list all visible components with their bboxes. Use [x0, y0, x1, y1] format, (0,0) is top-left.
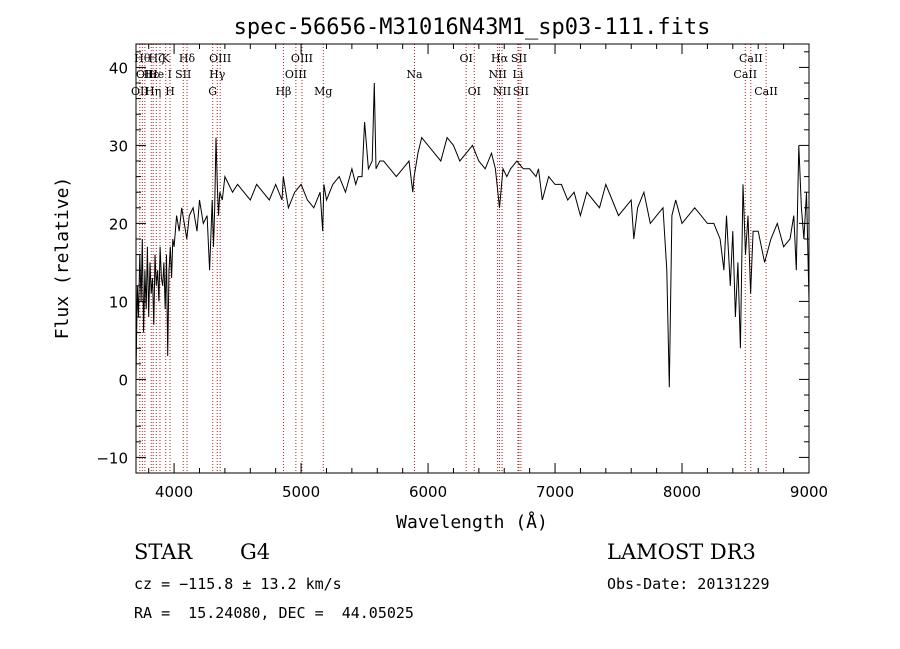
- object-class: STAR: [134, 540, 193, 564]
- line-label: OIII: [209, 52, 231, 65]
- line-label: Hη: [145, 85, 161, 98]
- line-label: Hβ: [275, 85, 291, 98]
- x-tick-label: 7000: [536, 483, 574, 501]
- observation-date: Obs-Date: 20131229: [607, 575, 770, 593]
- redshift-value: cz = −115.8 ± 13.2 km/s: [134, 575, 342, 593]
- line-label: He I: [148, 68, 172, 81]
- line-label: Hα: [491, 52, 509, 65]
- line-label: SII: [511, 52, 527, 65]
- line-label: OII: [136, 68, 154, 81]
- line-label: OI: [468, 85, 481, 98]
- line-label: OIII: [285, 68, 307, 81]
- line-label: H: [165, 85, 175, 98]
- line-label: CaII: [733, 68, 757, 81]
- line-label: Hγ: [209, 68, 226, 81]
- chart-title: spec-56656-M31016N43M1_sp03-111.fits: [234, 15, 711, 40]
- x-tick-label: 6000: [409, 483, 447, 501]
- line-label: Mg: [314, 85, 332, 98]
- y-axis: −10 0 10 20 30 40: [96, 51, 809, 474]
- line-label: NII: [488, 68, 506, 81]
- line-label: OIII: [291, 52, 313, 65]
- line-label: SII: [513, 85, 529, 98]
- line-label: G: [208, 85, 217, 98]
- x-tick-label: 4000: [155, 483, 193, 501]
- line-label: OI: [459, 52, 472, 65]
- line-label: Hε: [144, 68, 160, 81]
- coordinates: RA = 15.24080, DEC = 44.05025: [134, 604, 414, 622]
- line-label: CaII: [739, 52, 763, 65]
- y-tick-label: −10: [96, 449, 128, 467]
- survey-name: LAMOST DR3: [607, 540, 756, 564]
- x-tick-label: 8000: [663, 483, 701, 501]
- x-tick-label: 9000: [790, 483, 828, 501]
- line-label: Hζ: [149, 52, 165, 65]
- line-label: Hδ: [179, 52, 196, 65]
- spectral-line-markers: [139, 44, 767, 473]
- x-axis-label: Wavelength (Å): [396, 511, 548, 533]
- y-tick-label: 0: [118, 371, 128, 389]
- y-tick-label: 40: [109, 59, 128, 77]
- y-tick-label: 30: [109, 137, 128, 155]
- x-tick-label: 5000: [282, 483, 320, 501]
- y-axis-label: Flux (relative): [52, 177, 73, 340]
- object-subclass: G4: [240, 540, 271, 564]
- line-label: Li: [513, 68, 524, 81]
- x-axis: 4000 5000 6000 7000 8000 9000: [148, 44, 828, 501]
- y-tick-label: 10: [109, 293, 128, 311]
- spectrum-line: [135, 82, 810, 388]
- line-label: Hθ: [134, 52, 151, 65]
- line-label: K: [162, 52, 171, 65]
- y-tick-label: 20: [109, 215, 128, 233]
- line-label: OII: [131, 85, 149, 98]
- line-label: Na: [406, 68, 423, 81]
- plot-frame: [135, 43, 810, 474]
- line-label: NII: [493, 85, 511, 98]
- line-label: SII: [175, 68, 191, 81]
- line-label: CaII: [754, 85, 778, 98]
